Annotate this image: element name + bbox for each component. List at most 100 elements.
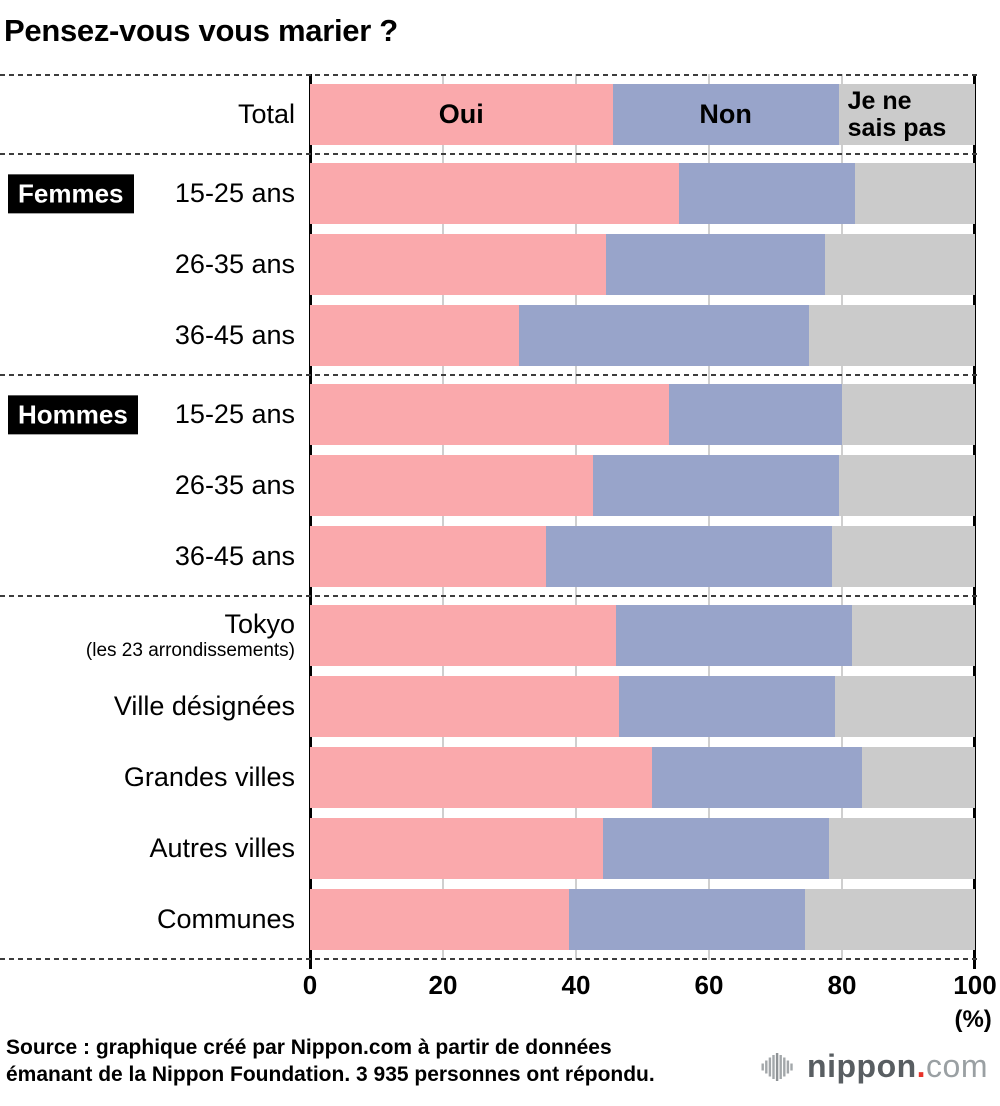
group-total: Total Oui Non Je ne sais pas xyxy=(0,76,1000,153)
gridline-60 xyxy=(708,74,710,960)
axis-line-zero xyxy=(309,74,312,969)
segment-non xyxy=(679,163,856,224)
table-row: 26-35 ans xyxy=(0,234,1000,295)
bar-hommes-26-35 xyxy=(310,455,975,516)
segment-oui xyxy=(310,676,620,737)
table-row: Autres villes xyxy=(0,818,1000,879)
table-row: Total Oui Non Je ne sais pas xyxy=(0,84,1000,145)
segment-non xyxy=(605,234,826,295)
segment-oui xyxy=(310,384,670,445)
segment-nsp xyxy=(805,889,975,950)
segment-non xyxy=(615,605,852,666)
segment-nsp: Je ne sais pas xyxy=(838,84,975,145)
segment-non xyxy=(519,305,809,366)
bar-communes xyxy=(310,889,975,950)
legend-oui: Oui xyxy=(438,99,484,129)
row-label: 26-35 ans xyxy=(174,470,295,501)
bar-villes-designees xyxy=(310,676,975,737)
x-axis: 0 20 40 60 80 100 (%) xyxy=(303,960,997,1034)
row-label: 36-45 ans xyxy=(174,320,295,351)
segment-non xyxy=(569,889,806,950)
table-row: Grandes villes xyxy=(0,747,1000,808)
table-row: Femmes 15-25 ans xyxy=(0,163,1000,224)
segment-nsp xyxy=(838,455,975,516)
bar-femmes-36-45 xyxy=(310,305,975,366)
segment-nsp xyxy=(808,305,975,366)
segment-oui xyxy=(310,526,547,587)
row-label: 26-35 ans xyxy=(174,249,295,280)
bar-tokyo xyxy=(310,605,975,666)
table-row: 36-45 ans xyxy=(0,526,1000,587)
axis-line-hundred xyxy=(973,74,976,969)
table-row: 36-45 ans xyxy=(0,305,1000,366)
axis-tick: 100 xyxy=(953,970,997,1000)
group-femmes: Femmes 15-25 ans 26-35 ans 36-45 an xyxy=(0,155,1000,374)
separator-after-hommes xyxy=(0,595,978,597)
row-label: Autres villes xyxy=(149,833,295,864)
bar-hommes-36-45 xyxy=(310,526,975,587)
segment-oui xyxy=(310,163,680,224)
bar-total: Oui Non Je ne sais pas xyxy=(310,84,975,145)
segment-nsp xyxy=(851,605,975,666)
gridline-20 xyxy=(442,74,444,960)
row-label: Ville désignées xyxy=(113,691,295,722)
group-regions: Tokyo (les 23 arrondissements) Ville dés… xyxy=(0,597,1000,958)
segment-oui: Oui xyxy=(310,84,613,145)
row-label: Communes xyxy=(156,904,295,935)
bar-autres-villes xyxy=(310,818,975,879)
source-note: Source : graphique créé par Nippon.com à… xyxy=(6,1036,655,1087)
legend-nsp: Je ne sais pas xyxy=(847,86,947,142)
segment-oui xyxy=(310,889,570,950)
grid-layer xyxy=(309,74,976,969)
chart-title: Pensez-vous vous marier ? xyxy=(4,13,398,48)
row-sublabel: (les 23 arrondissements) xyxy=(85,640,295,662)
group-hommes: Hommes 15-25 ans 26-35 ans 36-45 an xyxy=(0,376,1000,595)
segment-nsp xyxy=(832,526,975,587)
axis-unit-label: (%) xyxy=(954,1006,992,1033)
row-label: 15-25 ans xyxy=(174,178,295,209)
segment-oui xyxy=(310,234,606,295)
separator-top xyxy=(0,74,978,76)
logo-text-com: com xyxy=(926,1048,988,1085)
segment-nsp xyxy=(825,234,975,295)
axis-tick: 40 xyxy=(561,970,591,1000)
logo-dot: . xyxy=(916,1048,927,1085)
row-label: Tokyo xyxy=(224,608,295,639)
footer: Source : graphique créé par Nippon.com à… xyxy=(0,1034,1000,1099)
row-label: 36-45 ans xyxy=(174,541,295,572)
segment-nsp xyxy=(861,747,975,808)
segment-non xyxy=(592,455,839,516)
gridline-80 xyxy=(841,74,843,960)
separator-after-total xyxy=(0,153,978,155)
logo-text-nippon: nippon xyxy=(807,1048,917,1085)
segment-nsp xyxy=(828,818,975,879)
segment-nsp xyxy=(835,676,975,737)
segment-nsp xyxy=(855,163,975,224)
bar-hommes-15-25 xyxy=(310,384,975,445)
bar-femmes-26-35 xyxy=(310,234,975,295)
segment-non xyxy=(602,818,829,879)
segment-non xyxy=(652,747,862,808)
segment-oui xyxy=(310,305,520,366)
segment-oui xyxy=(310,818,603,879)
segment-non xyxy=(619,676,836,737)
bar-femmes-15-25 xyxy=(310,163,975,224)
axis-tick: 20 xyxy=(428,970,458,1000)
legend-non: Non xyxy=(699,99,752,129)
axis-tick: 60 xyxy=(694,970,724,1000)
table-row: Hommes 15-25 ans xyxy=(0,384,1000,445)
axis-tick: 80 xyxy=(827,970,857,1000)
segment-oui xyxy=(310,605,616,666)
row-label: 15-25 ans xyxy=(174,399,295,430)
group-label-hommes: Hommes xyxy=(8,394,138,435)
table-row: 26-35 ans xyxy=(0,455,1000,516)
separator-bottom xyxy=(0,958,978,960)
table-row: Tokyo (les 23 arrondissements) xyxy=(0,605,1000,666)
table-row: Ville désignées xyxy=(0,676,1000,737)
segment-oui xyxy=(310,747,653,808)
segment-non: Non xyxy=(612,84,839,145)
separator-after-femmes xyxy=(0,374,978,376)
nippon-logo-icon xyxy=(761,1052,793,1081)
nippon-logo: nippon. com xyxy=(759,1047,988,1089)
